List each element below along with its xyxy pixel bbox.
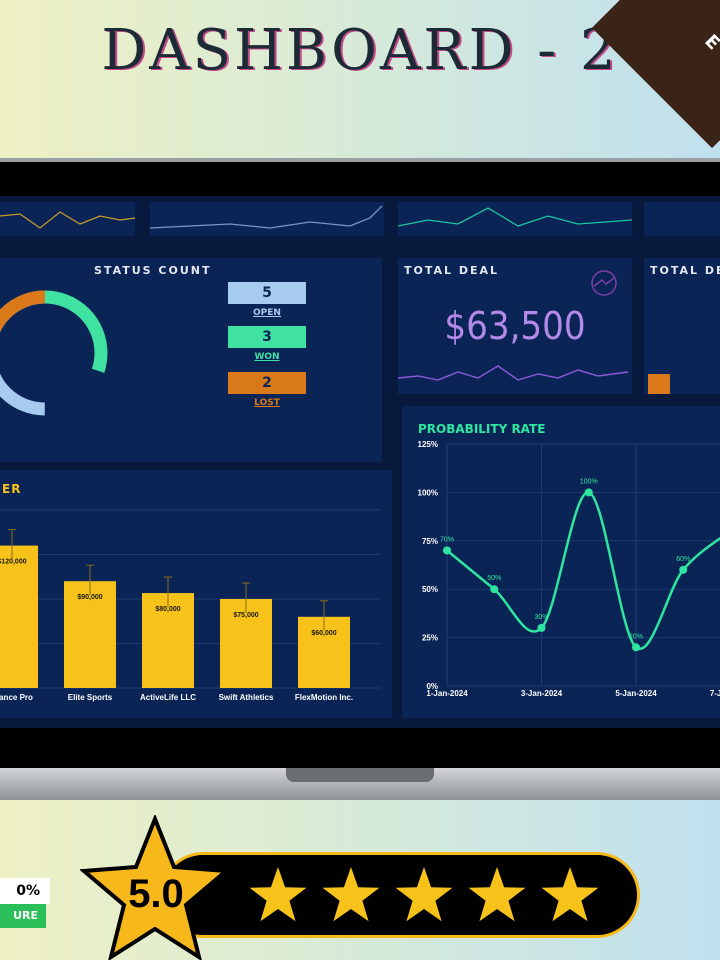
total-deal-sparkline (398, 365, 629, 381)
status-won-count: 3 (228, 326, 306, 348)
x-tick-label: 1-Jan-2024 (426, 689, 468, 698)
bar (0, 545, 38, 688)
status-open-label[interactable]: OPEN (253, 308, 281, 318)
page-title: DASHBOARD - 2 (101, 18, 619, 83)
probability-data-label: 30% (534, 614, 548, 621)
total-deal-2-bar (648, 374, 670, 394)
bar-tick-label: Swift Athletics (219, 693, 274, 702)
handshake-icon (591, 270, 617, 296)
bar (220, 599, 272, 688)
status-donut-chart (0, 290, 108, 416)
status-count-title: STATUS COUNT (94, 264, 212, 277)
y-tick-label: 50% (422, 585, 438, 594)
probability-panel: PROBABILITY RATE 0% 25% 50% 75% 100% 125% 1-Ja… (402, 406, 720, 718)
probability-data-label: 70% (440, 536, 454, 543)
customer-panel-title: ER (2, 482, 22, 496)
total-deal-panel: TOTAL DEAL (398, 258, 632, 394)
y-tick-label: 100% (418, 488, 438, 497)
total-deal-title: TOTAL DEAL (404, 264, 500, 277)
bar-data-label: $90,000 (77, 594, 102, 601)
laptop-screen-frame: STATUS COUNT 5 OPEN 3 WON 2 LOST TOTAL D… (0, 158, 720, 770)
status-lost-label[interactable]: LOST (254, 398, 280, 408)
discount-badge-top: 0% (0, 878, 50, 904)
probability-data-label: 50% (487, 575, 501, 582)
bar (64, 581, 116, 688)
probability-series-line (446, 491, 720, 651)
probability-data-label: 60% (676, 556, 690, 563)
probability-data-label: 20% (629, 633, 643, 640)
bar-data-label: $80,000 (155, 606, 180, 613)
laptop-base-notch (286, 768, 434, 782)
star-icon (395, 867, 453, 922)
y-tick-label: 125% (418, 440, 438, 449)
probability-point (537, 623, 546, 632)
total-deal-panel-2: TOTAL DEA (644, 258, 720, 394)
discount-badge-bottom: URE (0, 904, 46, 928)
dashboard-screen: STATUS COUNT 5 OPEN 3 WON 2 LOST TOTAL D… (0, 196, 720, 728)
sparkline-3 (397, 207, 633, 227)
probability-title: PROBABILITY RATE (418, 422, 546, 436)
status-lost-count: 2 (228, 372, 306, 394)
customer-bar-chart: $120,000 urance Pro $90,000 Elite Sports $80… (0, 509, 380, 702)
star-icon (322, 867, 380, 922)
sparkline-panel-1 (0, 202, 136, 236)
star-icon (468, 867, 526, 922)
bar-data-label: $75,000 (233, 612, 258, 619)
status-open-count: 5 (228, 282, 306, 304)
sparkline-panel-3 (397, 202, 633, 236)
bar-tick-label: Elite Sports (68, 693, 113, 702)
star-icon (541, 867, 599, 922)
bar-data-label: $120,000 (0, 559, 27, 566)
probability-point (443, 546, 451, 555)
total-deal-2-title: TOTAL DEA (650, 264, 720, 277)
star-icon (249, 867, 307, 922)
y-tick-label: 75% (422, 537, 438, 546)
bar-tick-label: ActiveLife LLC (140, 693, 196, 702)
customer-bar-panel: ER $120,000 urance Pro $90,000 Elite Sports… (0, 470, 392, 718)
x-tick-label: 3-Jan-2024 (521, 689, 563, 698)
probability-point (490, 585, 499, 594)
rating-score: 5.0 (128, 872, 184, 916)
donut-slice-lost (0, 290, 108, 416)
probability-line-chart: 0% 25% 50% 75% 100% 125% 1-Jan-2024 3-Jan-2024 5… (418, 440, 720, 698)
bar (142, 593, 194, 688)
bar-data-label: $60,000 (311, 630, 336, 637)
probability-point (632, 643, 640, 652)
sparkline-panel-2 (149, 202, 384, 236)
total-deal-value: $63,500 (444, 304, 586, 348)
sparkline-1 (0, 211, 136, 229)
probability-point (679, 565, 688, 574)
rating-stars (249, 867, 599, 922)
probability-point (584, 488, 593, 497)
y-tick-label: 25% (422, 634, 438, 643)
probability-data-label: 100% (580, 478, 598, 485)
bar-tick-label: urance Pro (0, 693, 33, 702)
bar-tick-label: FlexMotion Inc. (295, 693, 353, 702)
x-tick-label: 5-Jan-2024 (615, 689, 657, 698)
y-tick-label: 0% (426, 682, 438, 691)
sparkline-panel-4 (644, 202, 720, 236)
big-star-icon (80, 815, 230, 960)
status-won-label[interactable]: WON (254, 352, 280, 362)
sparkline-2 (149, 205, 383, 229)
status-count-panel: STATUS COUNT 5 OPEN 3 WON 2 LOST (0, 258, 382, 462)
donut-slice-won (0, 290, 108, 416)
x-tick-label: 7-Jan-2024 (710, 689, 720, 698)
